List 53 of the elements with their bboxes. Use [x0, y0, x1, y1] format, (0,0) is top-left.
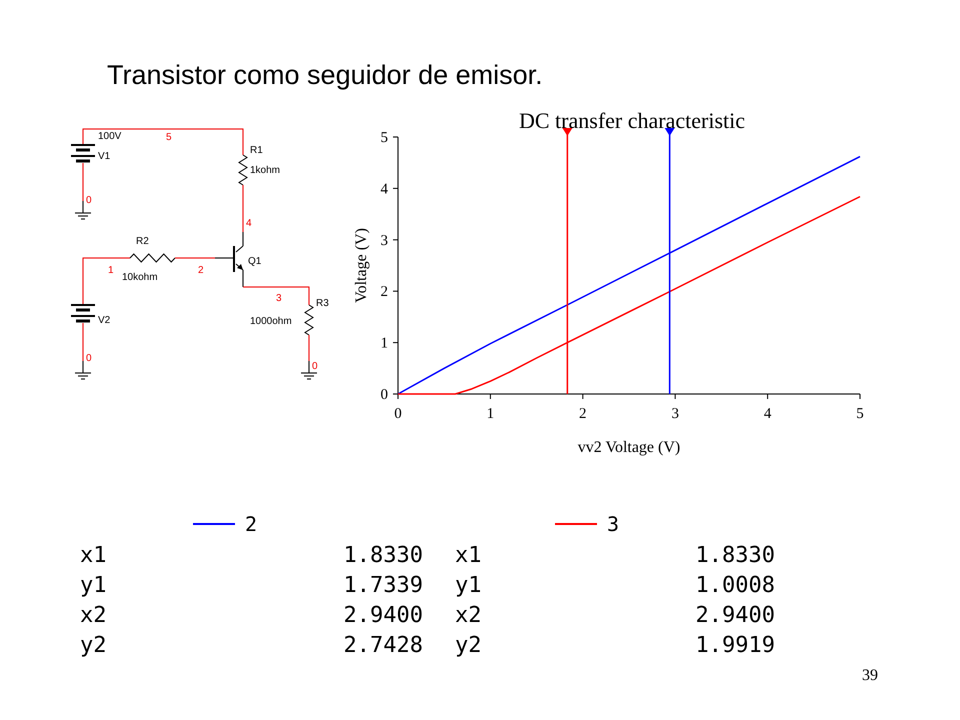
text: 1.0008 — [696, 573, 775, 598]
text: R3 — [316, 298, 330, 309]
text: Transistor como seguidor de emisor. — [107, 60, 543, 90]
y-tick-label: 4 — [380, 181, 388, 198]
text: y2 — [80, 633, 106, 658]
text: 0 — [86, 195, 92, 206]
x-tick-label: 2 — [579, 406, 587, 422]
text: 1000ohm — [250, 316, 292, 327]
text: x1 — [455, 543, 482, 568]
text: y1 — [455, 573, 482, 598]
y-tick-label: 5 — [380, 130, 388, 146]
legend-label: 2 — [245, 512, 258, 536]
text: 5 — [166, 132, 172, 143]
text: 2.7428 — [344, 633, 423, 658]
text: 10kohm — [122, 272, 158, 283]
text: Q1 — [248, 256, 262, 267]
text: 3 — [276, 293, 282, 304]
legend-label: 3 — [607, 512, 620, 536]
text: 1kohm — [250, 165, 280, 176]
x-tick-label: 3 — [671, 406, 679, 422]
text: 1.7339 — [344, 573, 423, 598]
y-tick-label: 0 — [380, 387, 388, 403]
text: R1 — [250, 145, 264, 156]
x-axis-title: vv2 Voltage (V) — [578, 439, 680, 456]
text: 1.8330 — [344, 543, 423, 568]
x-tick-label: 4 — [764, 406, 772, 422]
text: 0 — [86, 353, 92, 364]
x-tick-label: 0 — [394, 406, 402, 422]
text: 2.9400 — [344, 603, 423, 628]
text: 2.9400 — [696, 603, 775, 628]
chart-title: DC transfer characteristic — [519, 108, 746, 133]
text: x2 — [455, 603, 482, 628]
text: 39 — [862, 667, 878, 684]
text: 1 — [108, 265, 114, 276]
y-tick-label: 1 — [380, 336, 388, 352]
y-tick-label: 2 — [380, 284, 388, 300]
text: V1 — [98, 151, 111, 162]
text: x2 — [80, 603, 106, 628]
y-axis-title: Voltage (V) — [353, 228, 370, 303]
text: R2 — [136, 236, 150, 247]
text: 1.8330 — [696, 543, 775, 568]
text: 2 — [198, 265, 204, 276]
text: V2 — [98, 315, 111, 326]
text: y2 — [455, 633, 482, 658]
text: y1 — [80, 573, 106, 598]
text: 1.9919 — [696, 633, 775, 658]
text: 0 — [312, 361, 318, 372]
y-tick-label: 3 — [380, 232, 388, 249]
text: x1 — [80, 543, 106, 568]
text: 4 — [246, 218, 252, 229]
text: 100V — [98, 131, 122, 142]
x-tick-label: 1 — [486, 406, 494, 422]
x-tick-label: 5 — [856, 406, 864, 422]
